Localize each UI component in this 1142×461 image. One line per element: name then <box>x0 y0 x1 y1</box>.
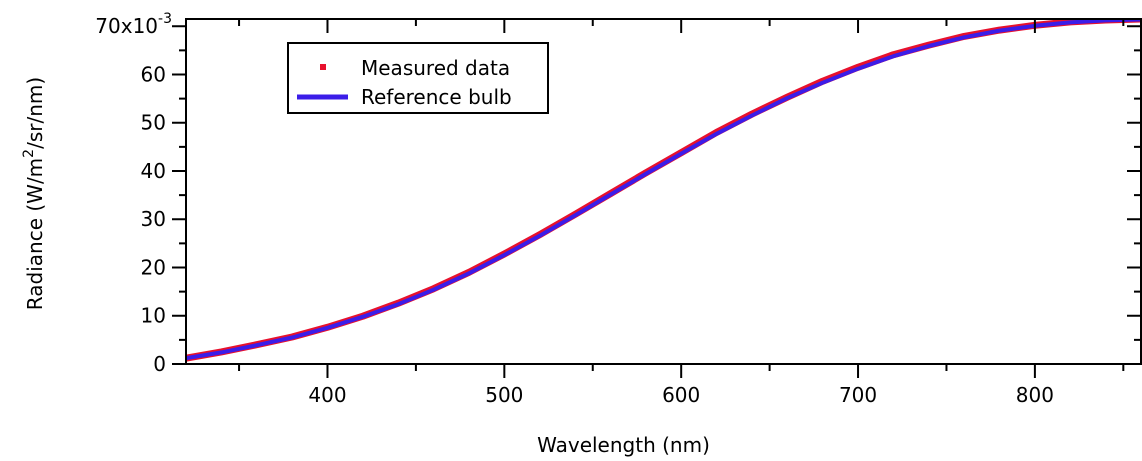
y-axis-multiplier: 70x10-3 <box>95 11 172 38</box>
series-reference-line <box>186 19 1141 361</box>
x-tick-label: 500 <box>485 383 523 407</box>
plot-frame <box>185 18 1142 365</box>
y-tick-label: 10 <box>141 304 166 328</box>
y-tick-label: 40 <box>141 159 166 183</box>
y-title-part-2: /sr/nm) <box>23 77 47 149</box>
y-axis-title: Radiance (W/m2/sr/nm) <box>21 77 47 310</box>
y-tick-label: 60 <box>141 62 166 86</box>
x-tick-label: 800 <box>1016 383 1054 407</box>
y-tick-label: 30 <box>141 207 166 231</box>
y-tick-label: 50 <box>141 111 166 135</box>
legend-label-reference: Reference bulb <box>361 85 512 109</box>
legend: Measured data Reference bulb <box>287 42 549 114</box>
legend-marker-measured <box>320 64 326 70</box>
x-tick-label: 700 <box>839 383 877 407</box>
y-tick-label: 20 <box>141 255 166 279</box>
x-tick-label: 600 <box>662 383 700 407</box>
y-multiplier-exponent: -3 <box>158 11 172 27</box>
y-title-superscript: 2 <box>21 149 37 158</box>
legend-label-measured: Measured data <box>361 56 510 80</box>
legend-box <box>287 42 549 114</box>
x-axis-title: Wavelength (nm) <box>537 433 710 457</box>
x-tick-label: 400 <box>308 383 346 407</box>
series-layer <box>186 19 1141 362</box>
y-tick-label: 0 <box>153 352 166 376</box>
y-title-part-1: Radiance (W/m <box>23 158 47 310</box>
y-multiplier-base: 70x10 <box>95 14 158 38</box>
ticks-layer: 400 500 600 700 800 0 10 20 30 40 50 60 <box>141 19 1141 407</box>
